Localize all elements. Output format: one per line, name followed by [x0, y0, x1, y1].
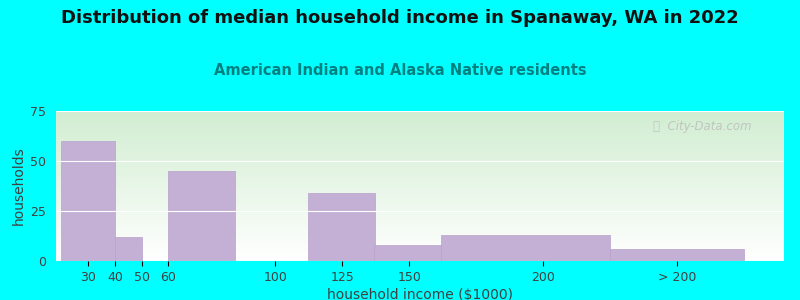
- Bar: [442, 235, 610, 261]
- X-axis label: household income ($1000): household income ($1000): [327, 288, 513, 300]
- Bar: [374, 245, 442, 261]
- Bar: [307, 193, 374, 261]
- Bar: [115, 237, 142, 261]
- Y-axis label: households: households: [12, 147, 26, 225]
- Text: American Indian and Alaska Native residents: American Indian and Alaska Native reside…: [214, 63, 586, 78]
- Bar: [62, 141, 115, 261]
- Bar: [169, 171, 235, 261]
- Bar: [610, 249, 744, 261]
- Text: Distribution of median household income in Spanaway, WA in 2022: Distribution of median household income …: [61, 9, 739, 27]
- Text: ⓘ  City-Data.com: ⓘ City-Data.com: [653, 120, 751, 133]
